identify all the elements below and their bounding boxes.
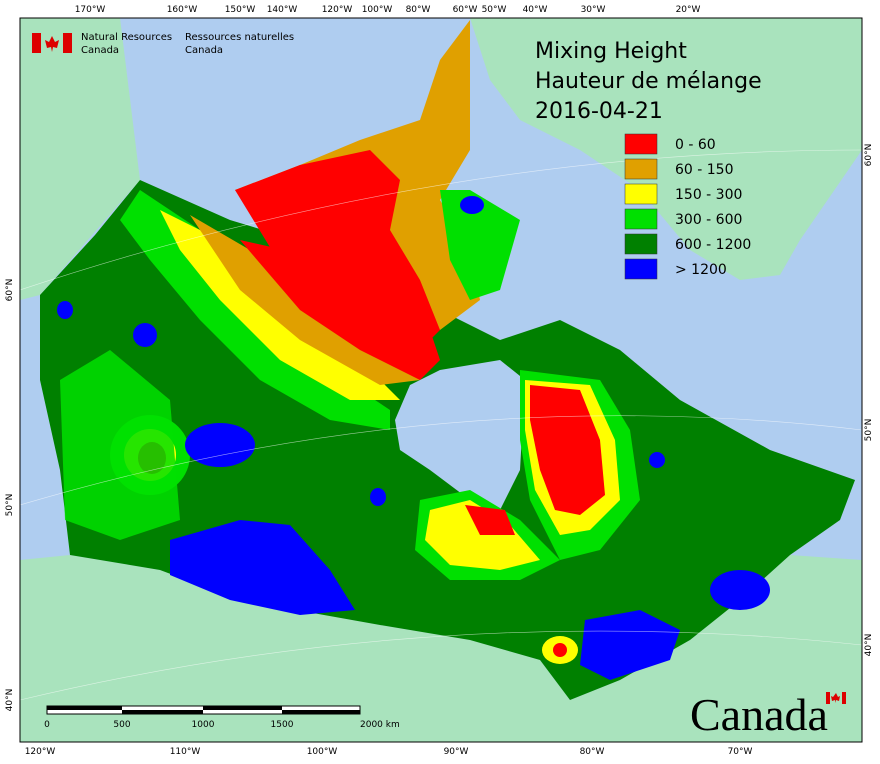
scale-bar-segment: [203, 706, 282, 710]
graticule-label: 30°W: [581, 5, 606, 15]
usa: [20, 555, 862, 742]
graticule-label: 90°W: [444, 747, 469, 757]
legend-swatch: [624, 233, 658, 255]
title: Mixing Height: [535, 39, 687, 64]
graticule: [20, 149, 862, 701]
zone-red-ontario: [465, 505, 515, 535]
zone-blue-east: [580, 610, 680, 680]
wordmark-flag: [826, 692, 830, 704]
parallel-60: [20, 149, 862, 291]
scale-bar-segment: [282, 710, 360, 714]
agency-en: Canada: [81, 45, 119, 56]
wordmark: Canada: [690, 689, 828, 740]
agency-en: Natural Resources: [81, 32, 172, 43]
scale-label: 1500: [271, 720, 294, 730]
graticule-label: 120°W: [322, 5, 353, 15]
zone-green-bc: [60, 350, 180, 540]
zone-blue-prairies: [170, 520, 355, 615]
greenland: [470, 18, 862, 280]
hudson-bay: [395, 360, 525, 510]
title: Hauteur de mélange: [535, 69, 762, 94]
legend-label: 300 - 600: [675, 212, 742, 228]
legend-swatch: [624, 258, 658, 280]
graticule-label: 50°N: [864, 419, 874, 442]
scale-bar-segment: [47, 706, 122, 710]
graticule-label: 40°N: [864, 634, 874, 657]
graticule-label: 20°W: [676, 5, 701, 15]
graticule-label: 110°W: [170, 747, 201, 757]
map-body: [20, 18, 862, 742]
legend-label: 150 - 300: [675, 187, 742, 203]
legend-swatch: [624, 133, 658, 155]
scale-label: 500: [113, 720, 130, 730]
graticule-label: 80°W: [406, 5, 431, 15]
graticule-label: 40°N: [5, 689, 15, 712]
zone-red-south: [553, 643, 567, 657]
legend-label: 60 - 150: [675, 162, 734, 178]
graticule-label: 80°W: [580, 747, 605, 757]
legend-label: 0 - 60: [675, 137, 716, 153]
zone-blue-sask: [185, 423, 255, 467]
graticule-label: 120°W: [25, 747, 56, 757]
frame: [19, 17, 863, 743]
zone-blue-manitoba: [370, 488, 386, 506]
graticule-label: 50°W: [482, 5, 507, 15]
parallel-50: [20, 415, 862, 506]
zone-blue-maritimes: [710, 570, 770, 610]
zone-red-quebec: [530, 385, 605, 515]
graticule-label: 170°W: [75, 5, 106, 15]
scale-label: 1000: [192, 720, 215, 730]
graticule-label: 150°W: [225, 5, 256, 15]
zone-blue-yukon: [133, 323, 157, 347]
graticule-label: 60°N: [5, 279, 15, 302]
graticule-label: 50°N: [5, 494, 15, 517]
title: 2016-04-21: [535, 99, 663, 124]
parallel-40: [20, 630, 862, 701]
zone-green-island: [440, 190, 520, 300]
flag-bar: [63, 33, 72, 53]
zone-blue-arctic: [460, 196, 484, 214]
wordmark-leaf: [831, 693, 840, 703]
agency-fr: Canada: [185, 45, 223, 56]
scale-label: 2000 km: [360, 720, 400, 730]
graticule-label: 40°W: [523, 5, 548, 15]
graticule-label: 60°N: [864, 144, 874, 167]
legend-label: 600 - 1200: [675, 237, 751, 253]
legend-swatch: [624, 183, 658, 205]
flag-bar: [32, 33, 41, 53]
zone-blue-coast: [57, 301, 73, 319]
graticule-label: 70°W: [728, 747, 753, 757]
graticule-label: 100°W: [362, 5, 393, 15]
scale-label: 0: [44, 720, 50, 730]
graticule-label: 140°W: [267, 5, 298, 15]
alaska: [20, 18, 140, 300]
legend-swatch: [624, 158, 658, 180]
zone-red-west: [240, 240, 440, 380]
graticule-label: 160°W: [167, 5, 198, 15]
graticule-label: 60°W: [453, 5, 478, 15]
legend-swatch: [624, 208, 658, 230]
graticule-label: 100°W: [307, 747, 338, 757]
agency-fr: Ressources naturelles: [185, 32, 294, 43]
zone-blue-labrador: [649, 452, 665, 468]
scale-bar-segment: [122, 710, 203, 714]
wordmark-flag: [842, 692, 846, 704]
legend-label: > 1200: [675, 262, 727, 278]
maple-leaf: [45, 36, 59, 52]
